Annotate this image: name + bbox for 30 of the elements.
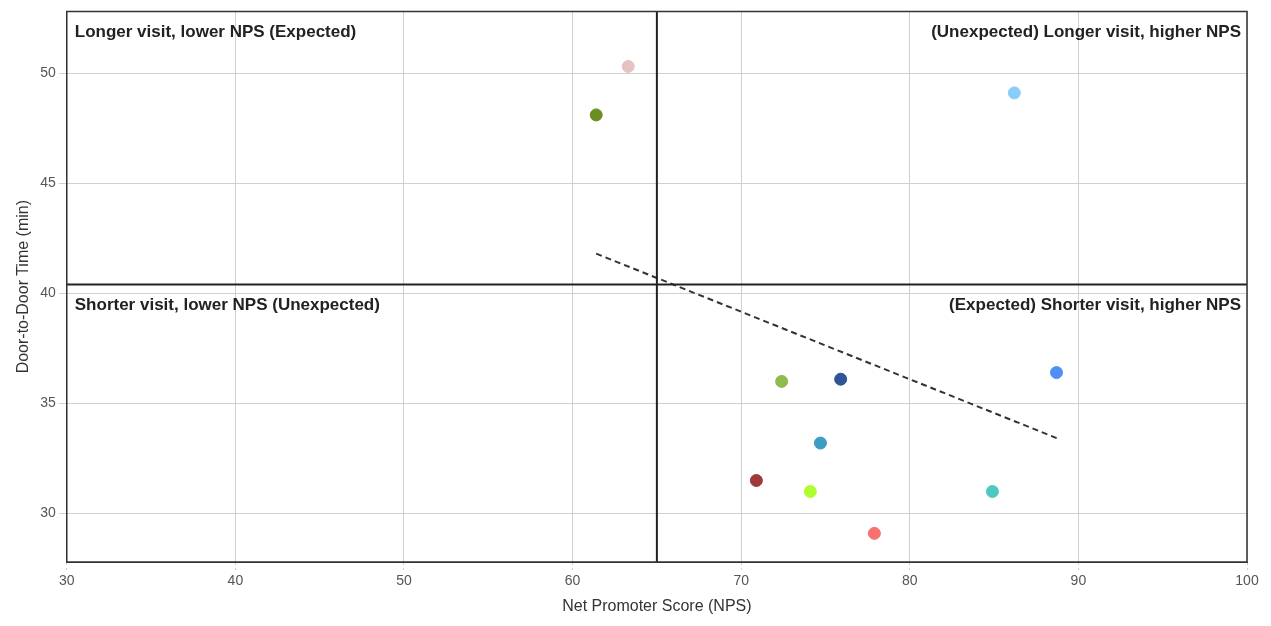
point bbox=[589, 108, 603, 122]
point bbox=[813, 436, 827, 450]
x-axis-title: Net Promoter Score (NPS) bbox=[562, 596, 752, 614]
x-tick-label: 90 bbox=[1070, 572, 1087, 589]
point bbox=[834, 372, 848, 386]
x-tick-label: 60 bbox=[564, 572, 581, 589]
y-tick-label: 40 bbox=[40, 284, 56, 301]
y-axis-title: Door-to-Door Time (min) bbox=[14, 200, 32, 374]
point bbox=[867, 526, 881, 540]
annotation: (Expected) Shorter visit, higher NPS bbox=[949, 294, 1241, 314]
point bbox=[749, 474, 763, 488]
annotation: (Unexpected) Longer visit, higher NPS bbox=[931, 21, 1241, 41]
x-tick-label: 50 bbox=[396, 572, 412, 589]
annotation: Longer visit, lower NPS (Expected) bbox=[74, 21, 357, 41]
point bbox=[803, 485, 817, 499]
x-tick-label: 40 bbox=[227, 572, 244, 589]
point bbox=[985, 485, 999, 499]
x-tick-label: 100 bbox=[1235, 572, 1259, 589]
y-tick-label: 35 bbox=[40, 394, 56, 411]
y-tick-label: 30 bbox=[40, 504, 56, 521]
x-tick-label: 30 bbox=[58, 572, 75, 589]
annotation: Shorter visit, lower NPS (Unexpected) bbox=[74, 294, 380, 314]
point bbox=[1007, 86, 1021, 100]
y-tick-label: 50 bbox=[40, 63, 56, 80]
x-tick-label: 80 bbox=[902, 572, 918, 589]
y-tick-label: 45 bbox=[40, 174, 56, 191]
x-tick-label: 70 bbox=[733, 572, 750, 589]
point bbox=[621, 59, 635, 73]
point bbox=[775, 374, 789, 388]
point bbox=[1049, 366, 1063, 380]
